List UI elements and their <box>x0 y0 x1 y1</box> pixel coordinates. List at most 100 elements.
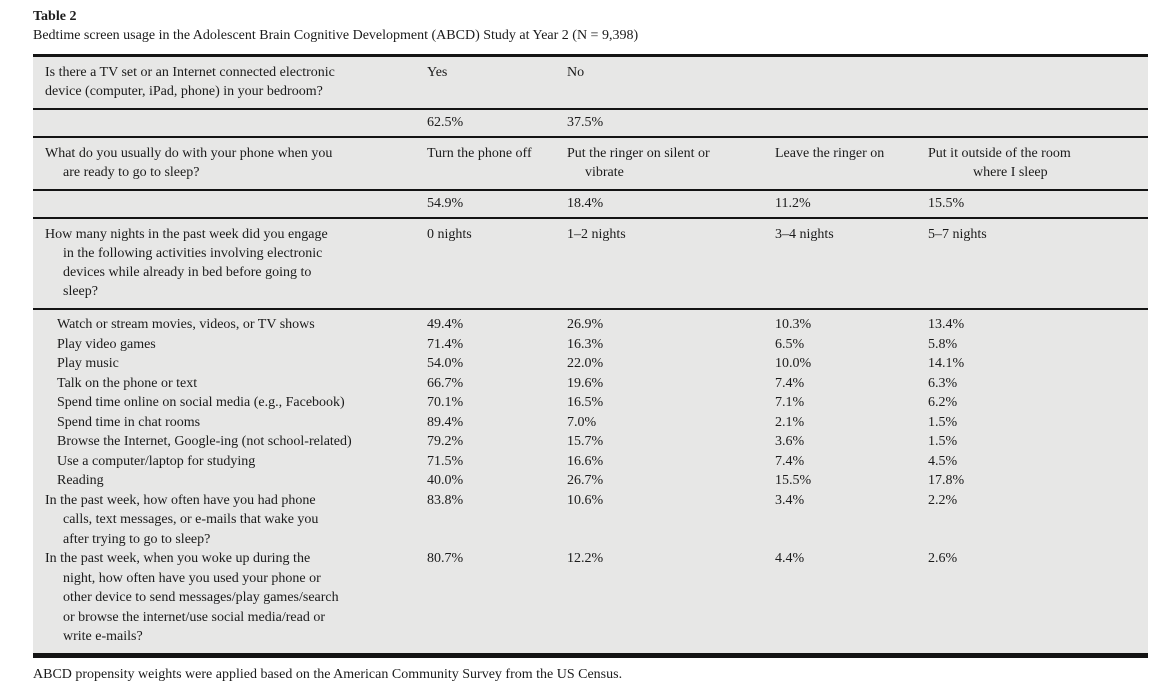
value-cell: 7.4% <box>775 453 805 469</box>
question-cell: Is there a TV set or an Internet connect… <box>45 65 335 99</box>
table-label: Table 2 <box>33 9 77 24</box>
option-header: Put it outside of the room where I sleep <box>928 146 1071 180</box>
value-cell: 71.5% <box>427 453 464 469</box>
table-row: Talk on the phone or text 66.7% 19.6% 7.… <box>33 374 1148 394</box>
option-header: Turn the phone off <box>427 146 532 161</box>
value-cell: 66.7% <box>427 375 464 391</box>
table-row: Play video games 71.4% 16.3% 6.5% 5.8% <box>33 335 1148 355</box>
activity-label: Play music <box>57 356 119 371</box>
table-row: Spend time in chat rooms 89.4% 7.0% 2.1%… <box>33 413 1148 433</box>
value-cell: 15.5% <box>928 196 965 211</box>
activity-label: Reading <box>57 473 104 488</box>
section2-values-row: 54.9% 18.4% 11.2% 15.5% <box>33 191 1148 217</box>
table-row: Watch or stream movies, videos, or TV sh… <box>33 315 1148 335</box>
value-cell: 14.1% <box>928 356 965 371</box>
value-cell: 11.2% <box>775 196 811 211</box>
section1-values-row: 62.5% 37.5% <box>33 110 1148 136</box>
question-cell: How many nights in the past week did you… <box>45 227 328 299</box>
question-cell: What do you usually do with your phone w… <box>45 146 333 180</box>
section-rule <box>33 189 1148 191</box>
value-cell: 62.5% <box>427 115 464 130</box>
option-header: 1–2 nights <box>567 227 626 242</box>
value-cell: 7.4% <box>775 375 805 391</box>
option-header: 3–4 nights <box>775 227 834 242</box>
value-cell: 26.9% <box>567 317 604 332</box>
value-cell: 16.5% <box>567 395 604 410</box>
activity-label: In the past week, when you woke up durin… <box>45 551 339 644</box>
value-cell: 15.7% <box>567 434 604 449</box>
activity-label: Play video games <box>57 336 156 352</box>
value-cell: 71.4% <box>427 336 464 352</box>
value-cell: 7.1% <box>775 395 805 410</box>
option-header: Yes <box>427 65 448 80</box>
option-header: 5–7 nights <box>928 227 987 242</box>
value-cell: 17.8% <box>928 473 965 488</box>
value-cell: 2.6% <box>928 551 958 566</box>
option-header: No <box>567 65 585 80</box>
value-cell: 7.0% <box>567 414 597 430</box>
activity-label: Use a computer/laptop for studying <box>57 453 256 469</box>
section-rule <box>33 108 1148 110</box>
value-cell: 10.0% <box>775 356 812 371</box>
value-cell: 12.2% <box>567 551 604 566</box>
value-cell: 70.1% <box>427 395 464 410</box>
section2-header-row: What do you usually do with your phone w… <box>33 138 1148 189</box>
value-cell: 10.3% <box>775 317 812 332</box>
value-cell: 80.7% <box>427 551 464 566</box>
value-cell: 16.6% <box>567 453 604 469</box>
activity-label: In the past week, how often have you had… <box>45 492 319 547</box>
value-cell: 18.4% <box>567 196 604 211</box>
value-cell: 79.2% <box>427 434 464 449</box>
section-rule <box>33 308 1148 310</box>
value-cell: 16.3% <box>567 336 604 352</box>
value-cell: 54.9% <box>427 196 464 211</box>
value-cell: 13.4% <box>928 317 965 332</box>
section-rule <box>33 217 1148 219</box>
value-cell: 54.0% <box>427 356 464 371</box>
value-cell: 19.6% <box>567 375 604 391</box>
table-row: Browse the Internet, Google-ing (not sch… <box>33 432 1148 452</box>
value-cell: 1.5% <box>928 414 958 430</box>
section1-header-row: Is there a TV set or an Internet connect… <box>33 57 1148 108</box>
value-cell: 6.5% <box>775 336 805 352</box>
table-row: Reading 40.0% 26.7% 15.5% 17.8% <box>33 471 1148 491</box>
value-cell: 4.5% <box>928 453 958 469</box>
option-header: 0 nights <box>427 227 472 242</box>
value-cell: 49.4% <box>427 317 464 332</box>
table-row: In the past week, when you woke up durin… <box>33 549 1148 647</box>
activity-label: Browse the Internet, Google-ing (not sch… <box>57 434 352 449</box>
value-cell: 10.6% <box>567 492 604 508</box>
value-cell: 83.8% <box>427 492 464 508</box>
activity-label: Watch or stream movies, videos, or TV sh… <box>57 317 315 332</box>
value-cell: 6.3% <box>928 375 958 391</box>
table-row: Play music 54.0% 22.0% 10.0% 14.1% <box>33 354 1148 374</box>
value-cell: 15.5% <box>775 473 812 488</box>
value-cell: 89.4% <box>427 414 464 430</box>
section-rule <box>33 136 1148 138</box>
value-cell: 22.0% <box>567 356 604 371</box>
table-caption: Bedtime screen usage in the Adolescent B… <box>33 28 639 43</box>
table-row: Spend time online on social media (e.g.,… <box>33 393 1148 413</box>
value-cell: 3.4% <box>775 492 805 508</box>
value-cell: 37.5% <box>567 115 604 130</box>
value-cell: 40.0% <box>427 473 464 488</box>
value-cell: 1.5% <box>928 434 958 449</box>
value-cell: 5.8% <box>928 336 958 352</box>
value-cell: 3.6% <box>775 434 805 449</box>
value-cell: 26.7% <box>567 473 604 488</box>
paper-page: Table 2 Bedtime screen usage in the Adol… <box>33 9 1148 682</box>
value-cell: 6.2% <box>928 395 958 410</box>
table-row: In the past week, how often have you had… <box>33 491 1148 550</box>
section3-header-row: How many nights in the past week did you… <box>33 219 1148 308</box>
value-cell: 2.2% <box>928 492 958 508</box>
option-header: Put the ringer on silent or vibrate <box>567 146 710 180</box>
activity-label: Spend time in chat rooms <box>57 414 201 430</box>
activity-label: Spend time online on social media (e.g.,… <box>57 395 345 410</box>
option-header: Leave the ringer on <box>775 146 885 161</box>
activity-label: Talk on the phone or text <box>57 375 198 391</box>
value-cell: 4.4% <box>775 551 805 566</box>
table-footnote: ABCD propensity weights were applied bas… <box>33 666 623 682</box>
table-bottom-rule <box>33 652 1148 658</box>
table: Is there a TV set or an Internet connect… <box>33 54 1148 658</box>
table-row: Use a computer/laptop for studying 71.5%… <box>33 452 1148 472</box>
